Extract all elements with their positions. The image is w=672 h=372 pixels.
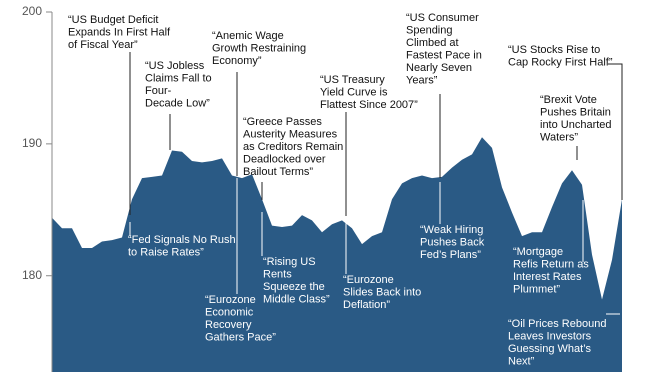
- annotation: Economy”: [212, 55, 262, 67]
- annotation: “US Consumer: [406, 12, 479, 24]
- annotation: Refis Return as: [513, 259, 589, 271]
- annotation: Expands In First Half: [68, 27, 171, 39]
- annotation: Bailout Terms”: [243, 166, 313, 178]
- annotation: “Mortgage: [513, 246, 563, 258]
- annotation: of Fiscal Year”: [68, 39, 138, 51]
- annotation: Deadlocked over: [243, 154, 326, 166]
- area: [52, 137, 622, 372]
- annotation: Slides Back into: [343, 287, 421, 299]
- annotation: Recovery: [205, 319, 252, 331]
- annotation: Guessing What’s: [508, 343, 591, 355]
- annotation: Economic: [205, 307, 254, 319]
- annotation: “US Treasury: [320, 74, 385, 86]
- annotation: Climbed at: [406, 37, 459, 49]
- annotation: Claims Fall to: [145, 73, 212, 85]
- annotation: Years”: [406, 75, 438, 87]
- annotation: “Eurozone: [205, 294, 256, 306]
- annotation: “Eurozone: [343, 274, 394, 286]
- annotation: to Raise Rates”: [128, 247, 204, 259]
- annotation: Middle Class”: [263, 294, 330, 306]
- annotation: Waters”: [540, 132, 578, 144]
- annotation: Next”: [508, 356, 535, 368]
- annotation: “Anemic Wage: [212, 30, 284, 42]
- annotation: Cap Rocky First Half”: [508, 57, 613, 69]
- annotation: Fed’s Plans”: [420, 249, 481, 261]
- annotation: Pushes Britain: [540, 107, 611, 119]
- annotation: Deflation”: [343, 299, 390, 311]
- annotation: Rents: [263, 269, 292, 281]
- annotation: Gathers Pace”: [205, 332, 276, 344]
- leader-line: [608, 63, 623, 200]
- annotation: Growth Restraining: [212, 43, 306, 55]
- annotation: Fastest Pace in: [406, 50, 482, 62]
- annotation: Austerity Measures: [243, 129, 338, 141]
- annotation: Four-: [145, 85, 172, 97]
- annotation: Flattest Since 2007”: [320, 99, 418, 111]
- annotation: into Uncharted: [540, 119, 612, 131]
- y-tick-label: 200: [22, 4, 42, 18]
- annotation: “Weak Hiring: [420, 224, 483, 236]
- annotation: Pushes Back: [420, 237, 485, 249]
- annotation: Plummet”: [513, 284, 560, 296]
- annotation: “Brexit Vote: [540, 94, 597, 106]
- annotation: Squeeze the: [263, 281, 325, 293]
- annotation: “Rising US: [263, 256, 316, 268]
- y-tick-label: 180: [22, 268, 42, 282]
- annotation: as Creditors Remain: [243, 141, 343, 153]
- annotation: Nearly Seven: [406, 62, 472, 74]
- annotation: “US Stocks Rise to: [508, 44, 600, 56]
- annotation: Leaves Investors: [508, 331, 592, 343]
- annotation: Interest Rates: [513, 271, 582, 283]
- annotation: Yield Curve is: [320, 87, 388, 99]
- annotation: Decade Low”: [145, 98, 210, 110]
- annotation: Spending: [406, 25, 453, 37]
- annotation: “US Jobless: [145, 60, 205, 72]
- annotation: “Oil Prices Rebound: [508, 318, 606, 330]
- annotation: “US Budget Deficit: [68, 14, 158, 26]
- y-tick-label: 190: [22, 136, 42, 150]
- annotation: “Fed Signals No Rush: [128, 234, 236, 246]
- annotation: “Greece Passes: [243, 116, 322, 128]
